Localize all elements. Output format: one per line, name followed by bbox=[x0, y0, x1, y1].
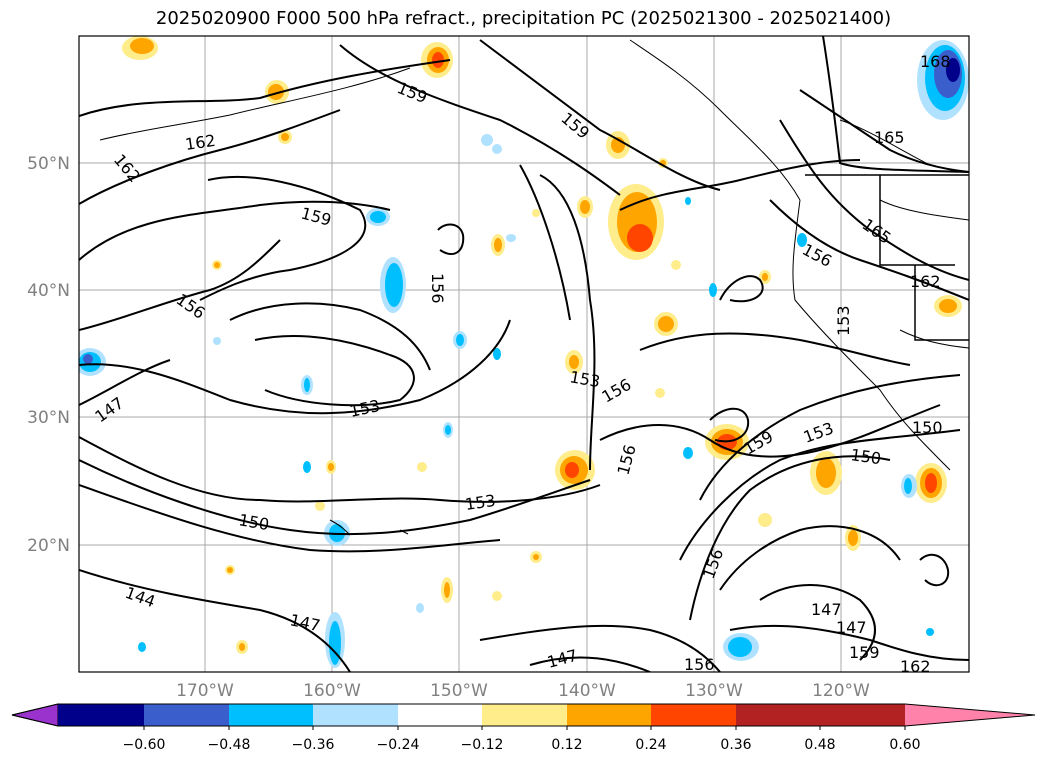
contour-label: 162 bbox=[910, 272, 941, 291]
colorbar-outline bbox=[11, 703, 1036, 727]
borders bbox=[805, 174, 969, 341]
page-title: 2025020900 F000 500 hPa refract., precip… bbox=[155, 8, 892, 29]
colorbar-tick-label: 0.24 bbox=[635, 737, 666, 753]
colorbar-tick-label: −0.12 bbox=[461, 737, 504, 753]
contour-label: 162 bbox=[184, 131, 217, 154]
colorbar-segment bbox=[736, 704, 820, 726]
colorbar-tick-label: −0.36 bbox=[292, 737, 335, 753]
lon-label: 160°W bbox=[303, 681, 361, 701]
colorbar-tick-label: −0.60 bbox=[123, 737, 166, 753]
colorbar-tick-label: −0.24 bbox=[377, 737, 420, 753]
colorbar-segment bbox=[482, 704, 567, 726]
colorbar-tick-label: 0.60 bbox=[889, 737, 920, 753]
colorbar-tick-label: 0.12 bbox=[551, 737, 582, 753]
contour-label: 153 bbox=[464, 491, 497, 514]
colorbar-tick-label: 0.48 bbox=[804, 737, 835, 753]
colorbar-segment bbox=[398, 704, 482, 726]
colorbar-segment bbox=[651, 704, 736, 726]
lat-label: 30°N bbox=[27, 408, 70, 428]
contour-label: 156 bbox=[428, 273, 447, 304]
map-border bbox=[78, 35, 970, 673]
lon-label: 130°W bbox=[685, 681, 743, 701]
contour-label: 156 bbox=[684, 655, 715, 674]
graticule bbox=[79, 36, 969, 672]
colorbar-extend-right-tip bbox=[905, 704, 1035, 726]
colorbar-tick-label: −0.48 bbox=[208, 737, 251, 753]
lon-label: 170°W bbox=[176, 681, 234, 701]
colorbar-segment bbox=[313, 704, 398, 726]
colorbar-segment bbox=[144, 704, 229, 726]
lon-label: 120°W bbox=[812, 681, 870, 701]
contour-label: 153 bbox=[834, 305, 853, 336]
refractivity-contours bbox=[79, 36, 969, 672]
colorbar-segment bbox=[229, 704, 313, 726]
contour-label: 150 bbox=[912, 418, 943, 437]
lat-label: 40°N bbox=[27, 281, 70, 301]
colorbar-segment bbox=[58, 704, 144, 726]
contour-label: 147 bbox=[811, 600, 842, 619]
colorbar: −0.60 −0.48 −0.36 −0.24 −0.12 0.12 0.24 … bbox=[11, 703, 1036, 753]
lat-label: 20°N bbox=[27, 536, 70, 556]
contour-label: 159 bbox=[849, 643, 880, 662]
contour-label: 165 bbox=[874, 128, 905, 147]
contour-label: 147 bbox=[836, 618, 867, 637]
coastlines bbox=[99, 39, 969, 536]
colorbar-extend-left bbox=[11, 703, 59, 727]
contour-label: 150 bbox=[849, 445, 882, 468]
contour-label: 162 bbox=[900, 657, 931, 676]
lat-label: 50°N bbox=[27, 154, 70, 174]
lon-label: 140°W bbox=[558, 681, 616, 701]
colorbar-segment bbox=[820, 704, 905, 726]
colorbar-segment bbox=[567, 704, 651, 726]
contour-label: 168 bbox=[920, 52, 951, 71]
colorbar-tick-label: 0.36 bbox=[720, 737, 751, 753]
precip-shading bbox=[79, 36, 969, 668]
lon-label: 150°W bbox=[430, 681, 488, 701]
